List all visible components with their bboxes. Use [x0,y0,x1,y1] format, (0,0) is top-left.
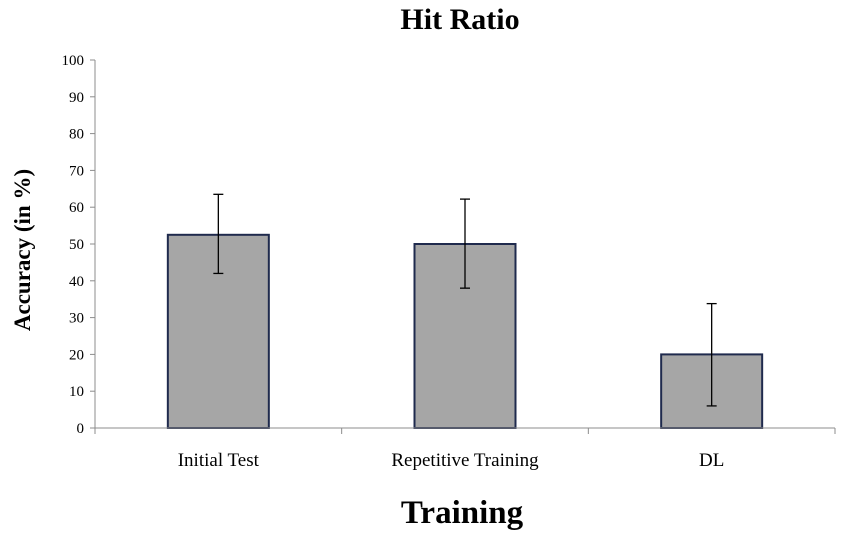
y-axis-ticks: 0 10 20 30 40 50 60 70 80 90 100 [62,53,95,437]
category-label: Initial Test [178,450,260,471]
y-tick-label: 20 [69,347,84,363]
chart-title: Hit Ratio [400,3,519,36]
x-axis-title: Training [401,495,524,531]
y-tick-label: 90 [69,90,84,106]
y-axis-title: Accuracy (in %) [10,169,35,331]
category-label: DL [699,450,724,471]
y-tick-label: 30 [69,311,84,327]
y-tick-label: 60 [69,200,84,216]
category-label: Repetitive Training [391,450,539,471]
y-tick-label: 10 [69,384,84,400]
y-tick-label: 70 [69,163,84,179]
y-tick-label: 40 [69,274,84,290]
y-tick-label: 100 [62,53,85,69]
category-labels: Initial Test Repetitive Training DL [178,450,725,471]
y-tick-label: 80 [69,127,84,143]
x-axis-ticks [94,428,836,434]
y-tick-label: 50 [69,237,84,253]
y-tick-label: 0 [77,421,85,437]
bars [166,233,764,429]
error-bars [213,193,717,407]
